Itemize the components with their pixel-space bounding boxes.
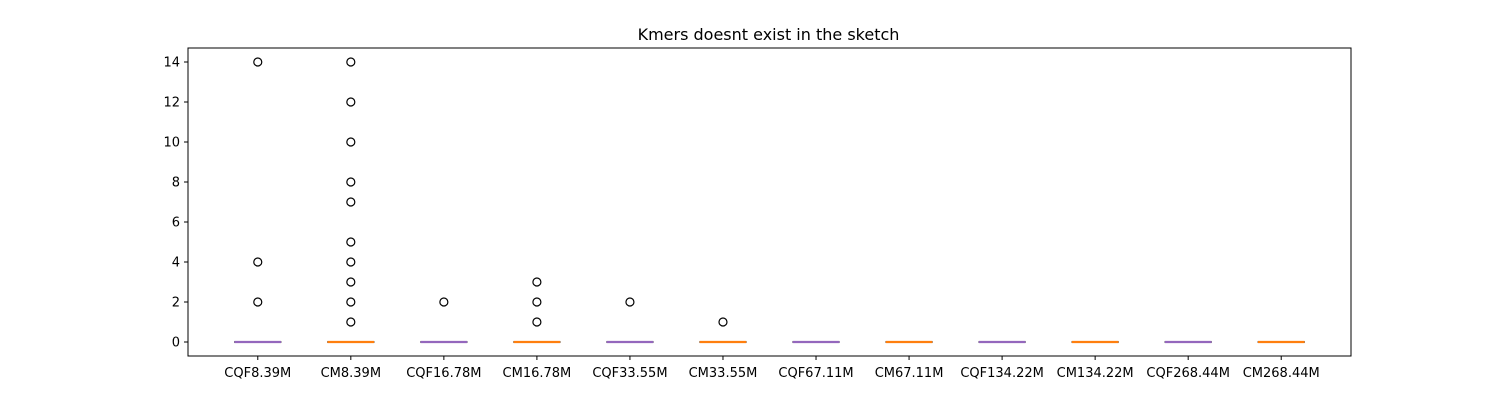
y-tick-label: 4 [172, 256, 180, 271]
x-tick-label: CM134.22M [1057, 366, 1134, 381]
outlier-point [347, 318, 355, 326]
outlier-point [254, 258, 262, 266]
y-tick-label: 0 [172, 336, 180, 351]
outlier-point [347, 58, 355, 66]
outlier-point [719, 318, 727, 326]
x-tick-label: CQF67.11M [778, 366, 853, 381]
box-group [421, 298, 468, 342]
x-axis: CQF8.39M CM8.39M CQF16.78M CM16.78M CQF33.55… [224, 356, 1319, 381]
outlier-point [347, 238, 355, 246]
x-tick-label: CQF16.78M [406, 366, 481, 381]
y-axis: 0 2 4 6 8 10 12 14 [163, 56, 188, 351]
x-tick-label: CQF268.44M [1146, 366, 1230, 381]
x-tick-label: CQF33.55M [592, 366, 667, 381]
outlier-point [254, 58, 262, 66]
x-tick-label: CQF8.39M [224, 366, 291, 381]
x-tick-label: CQF134.22M [960, 366, 1044, 381]
box-group [514, 278, 561, 342]
y-tick-label: 12 [163, 96, 180, 111]
box-group [607, 298, 654, 342]
y-tick-label: 6 [172, 216, 180, 231]
outlier-point [254, 298, 262, 306]
outlier-point [347, 178, 355, 186]
chart-title: Kmers doesnt exist in the sketch [638, 25, 900, 44]
x-tick-label: CM16.78M [503, 366, 572, 381]
outlier-point [347, 138, 355, 146]
x-tick-label: CM268.44M [1243, 366, 1320, 381]
y-tick-label: 10 [163, 136, 180, 151]
outlier-point [533, 318, 541, 326]
outlier-point [347, 198, 355, 206]
outlier-point [347, 278, 355, 286]
y-tick-label: 14 [163, 56, 180, 71]
outlier-point [347, 98, 355, 106]
outlier-point [347, 298, 355, 306]
box-group [700, 318, 747, 342]
outlier-point [533, 298, 541, 306]
x-tick-label: CM33.55M [689, 366, 758, 381]
outlier-point [626, 298, 634, 306]
outlier-point [533, 278, 541, 286]
plot-frame [188, 48, 1351, 356]
y-tick-label: 8 [172, 176, 180, 191]
box-group [235, 58, 282, 342]
x-tick-label: CM8.39M [321, 366, 381, 381]
box-group [328, 58, 375, 342]
x-tick-label: CM67.11M [875, 366, 944, 381]
plot-marks [235, 58, 1305, 342]
outlier-point [347, 258, 355, 266]
outlier-point [440, 298, 448, 306]
y-tick-label: 2 [172, 296, 180, 311]
